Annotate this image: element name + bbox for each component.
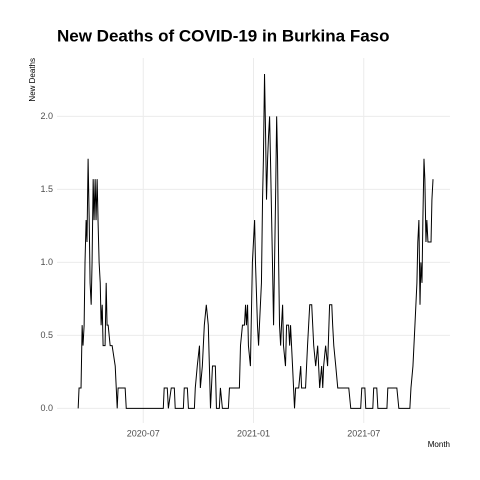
y-tick-label: 0.0 bbox=[40, 403, 53, 413]
y-tick-label: 0.5 bbox=[40, 330, 53, 340]
x-tick-label: 2020-07 bbox=[127, 428, 160, 438]
chart-title: New Deaths of COVID-19 in Burkina Faso bbox=[57, 26, 390, 45]
data-line bbox=[77, 74, 434, 409]
y-tick-label: 1.5 bbox=[40, 184, 53, 194]
y-axis-label: New Deaths bbox=[28, 58, 37, 102]
x-tick-label: 2021-01 bbox=[237, 428, 270, 438]
x-tick-label: 2021-07 bbox=[347, 428, 380, 438]
y-tick-label: 1.0 bbox=[40, 257, 53, 267]
y-tick-label: 2.0 bbox=[40, 111, 53, 121]
x-axis-label: Month bbox=[428, 440, 450, 449]
